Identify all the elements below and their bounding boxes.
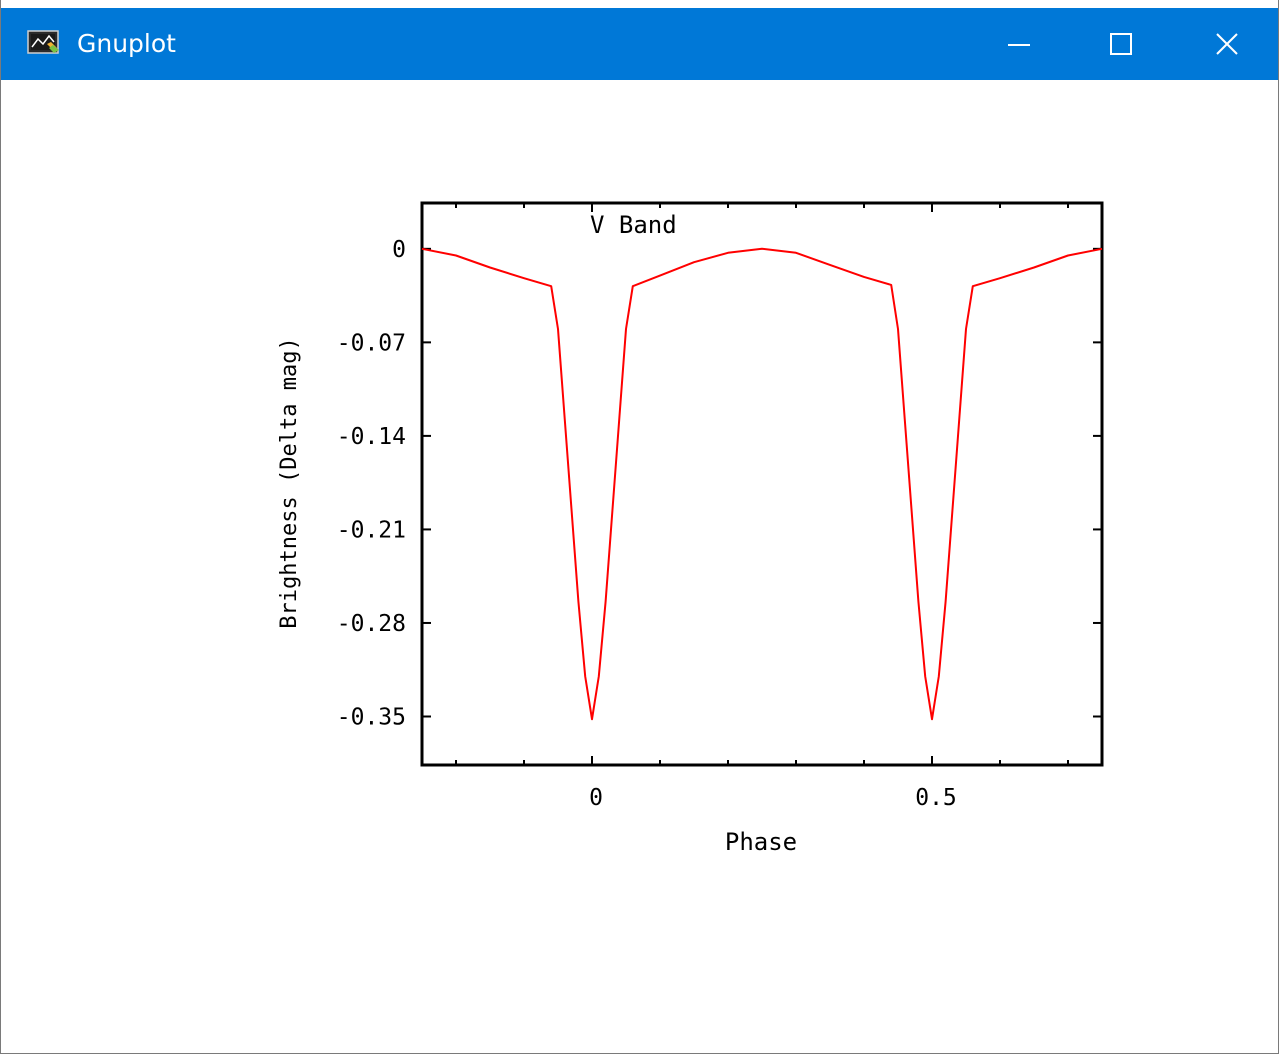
y-tick-label: -0.07 [337,330,406,356]
v-band-annotation: V Band [590,211,677,239]
title-bar[interactable]: Gnuplot [1,8,1278,80]
plot-border [420,201,1104,767]
x-axis-label: Phase [725,828,797,856]
window-title: Gnuplot [77,29,176,58]
y-tick-label: 0 [392,237,406,263]
y-tick-label: -0.28 [337,611,406,637]
close-icon [1216,33,1238,55]
light-curve-chart: 0 -0.07 -0.14 -0.21 -0.28 -0.35 0 0.5 V Band Ph… [277,201,1104,856]
x-tick-label: 0.5 [915,785,957,811]
maximize-icon [1110,33,1132,55]
minimize-button[interactable] [973,8,1065,80]
y-tick-label: -0.14 [337,424,406,450]
maximize-button[interactable] [1075,8,1167,80]
close-button[interactable] [1181,8,1273,80]
y-tick-label: -0.21 [337,517,406,543]
y-tick-label: -0.35 [337,704,406,730]
y-axis-label: Brightness (Delta mag) [277,337,302,628]
plot-area: 0 -0.07 -0.14 -0.21 -0.28 -0.35 0 0.5 V Band Ph… [1,80,1278,1053]
series-line [421,247,1103,721]
minimize-icon [1008,44,1030,46]
gnuplot-app-icon [27,30,59,54]
x-tick-label: 0 [589,785,603,811]
